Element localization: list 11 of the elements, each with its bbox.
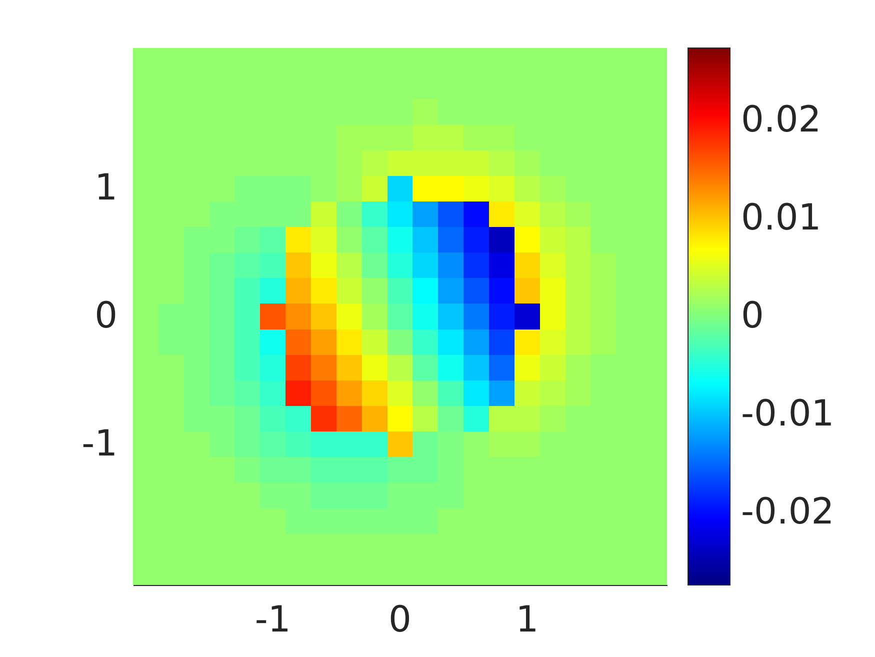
- y-tick-label: -1: [82, 423, 118, 464]
- x-tick-label: -1: [254, 600, 291, 640]
- x-tick-label: 1: [516, 600, 539, 640]
- y-tick-label: 0: [94, 296, 118, 336]
- color-bar-label: -0.02: [741, 491, 834, 532]
- y-tick-label: 1: [94, 168, 118, 209]
- color-bar-label: -0.01: [741, 393, 834, 434]
- color-bar-label: 0.01: [741, 198, 822, 239]
- x-tick-label: 0: [388, 600, 412, 640]
- color-bar-label: 0.02: [741, 100, 822, 141]
- color-bar-label: 0: [741, 296, 764, 336]
